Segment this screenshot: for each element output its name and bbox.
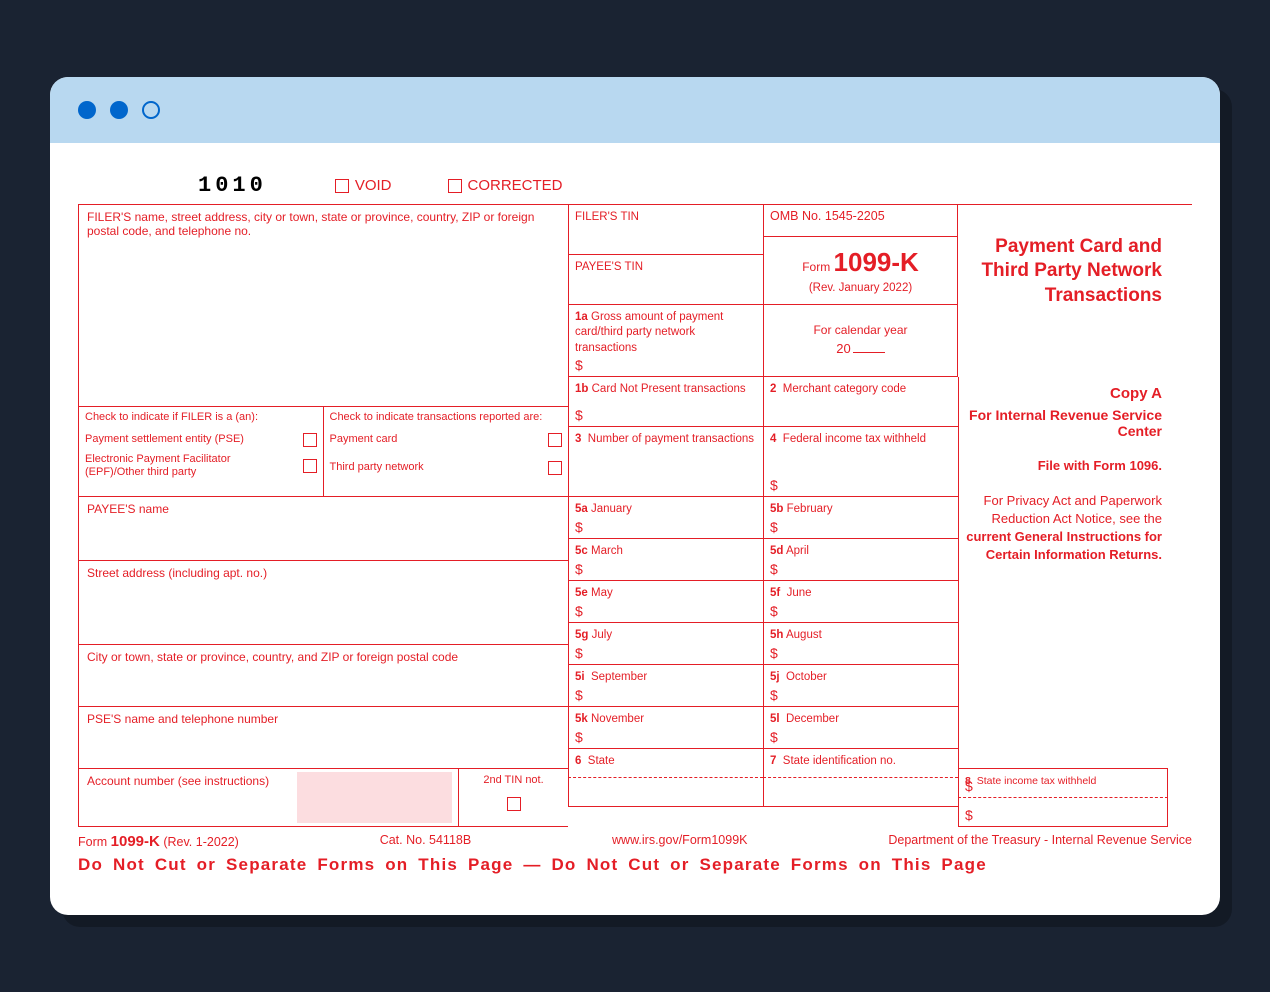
box-4[interactable]: 4 Federal income tax withheld $	[763, 427, 958, 497]
street-label: Street address (including apt. no.)	[87, 566, 267, 580]
copy-a-box: Copy A For Internal Revenue Service Cent…	[958, 377, 1168, 769]
box-5l[interactable]: 5l December$	[763, 707, 958, 749]
box-5g[interactable]: 5g July$	[568, 623, 763, 665]
do-not-cut-warning: Do Not Cut or Separate Forms on This Pag…	[78, 855, 1192, 875]
box-5k[interactable]: 5k November$	[568, 707, 763, 749]
account-label: Account number (see instructions)	[87, 774, 269, 788]
box-5j[interactable]: 5j October$	[763, 665, 958, 707]
street-box[interactable]: Street address (including apt. no.)	[79, 561, 568, 645]
box-7-bottom[interactable]	[763, 778, 958, 807]
box-7-top[interactable]: 7 State identification no.	[763, 749, 958, 778]
box-8-top[interactable]: 8 State income tax withheld $	[958, 769, 1168, 798]
filer-info-box[interactable]: FILER'S name, street address, city or to…	[79, 205, 568, 407]
second-tin-label: 2nd TIN not.	[465, 774, 562, 787]
third-party-label: Third party network	[330, 461, 424, 474]
box-5c[interactable]: 5c March$	[568, 539, 763, 581]
form-code: 1010	[198, 173, 267, 199]
corrected-label: CORRECTED	[468, 177, 563, 195]
dept-label: Department of the Treasury - Internal Re…	[888, 833, 1192, 851]
box-5d[interactable]: 5d April$	[763, 539, 958, 581]
footer-row: Form 1099-K (Rev. 1-2022) Cat. No. 54118…	[78, 827, 1192, 855]
window-dot-1[interactable]	[78, 101, 96, 119]
payee-tin-label: PAYEE'S TIN	[575, 261, 643, 273]
payee-tin-box[interactable]: PAYEE'S TIN	[568, 255, 763, 305]
pse-name-box[interactable]: PSE'S name and telephone number	[79, 707, 568, 769]
epf-checkbox[interactable]	[303, 459, 317, 473]
city-box[interactable]: City or town, state or province, country…	[79, 645, 568, 707]
window-dot-3[interactable]	[142, 101, 160, 119]
box-5b[interactable]: 5b February$	[763, 497, 958, 539]
filer-tin-label: FILER'S TIN	[575, 211, 639, 223]
payment-card-label: Payment card	[330, 433, 398, 446]
form-number-box: Form 1099-K (Rev. January 2022)	[763, 237, 958, 305]
pse-checkbox[interactable]	[303, 433, 317, 447]
box-6-bottom[interactable]	[568, 778, 763, 807]
account-number-box[interactable]: Account number (see instructions)	[79, 769, 458, 826]
filer-type-box: Check to indicate if FILER is a (an): Pa…	[79, 407, 324, 496]
void-label: VOID	[355, 177, 392, 195]
payment-card-checkbox[interactable]	[548, 433, 562, 447]
box-2[interactable]: 2 Merchant category code	[763, 377, 958, 427]
void-checkbox[interactable]	[335, 179, 349, 193]
second-tin-checkbox[interactable]	[507, 797, 521, 811]
form-title-box: Payment Card and Third Party Network Tra…	[958, 205, 1168, 377]
box-5h[interactable]: 5h August$	[763, 623, 958, 665]
omb-box: OMB No. 1545-2205	[763, 205, 958, 237]
box-6-top[interactable]: 6 State	[568, 749, 763, 778]
window-dot-2[interactable]	[110, 101, 128, 119]
account-highlight	[297, 772, 452, 823]
year-blank[interactable]	[853, 352, 885, 353]
box-1b[interactable]: 1b Card Not Present transactions $	[568, 377, 763, 427]
payee-name-label: PAYEE'S name	[87, 502, 169, 516]
window-titlebar	[50, 77, 1220, 143]
pse-label: Payment settlement entity (PSE)	[85, 433, 244, 446]
box-8-bottom[interactable]: $	[958, 798, 1168, 827]
payee-name-box[interactable]: PAYEE'S name	[79, 497, 568, 561]
box-5e[interactable]: 5e May$	[568, 581, 763, 623]
box-5a[interactable]: 5a January$	[568, 497, 763, 539]
box-5i[interactable]: 5i September$	[568, 665, 763, 707]
pse-name-label: PSE'S name and telephone number	[87, 712, 278, 726]
second-tin-box: 2nd TIN not.	[458, 769, 568, 826]
transaction-type-box: Check to indicate transactions reported …	[324, 407, 569, 496]
form-top-row: 1010 VOID CORRECTED	[78, 173, 1192, 199]
form-grid: FILER'S name, street address, city or to…	[78, 204, 1192, 827]
third-party-checkbox[interactable]	[548, 461, 562, 475]
city-label: City or town, state or province, country…	[87, 650, 458, 664]
box-3[interactable]: 3 Number of payment transactions	[568, 427, 763, 497]
box-1a[interactable]: 1a Gross amount of payment card/third pa…	[568, 305, 763, 377]
filer-tin-box[interactable]: FILER'S TIN	[568, 205, 763, 255]
check-filer-label: Check to indicate if FILER is a (an):	[85, 411, 317, 424]
form-content: 1010 VOID CORRECTED	[50, 143, 1220, 915]
corrected-checkbox[interactable]	[448, 179, 462, 193]
cat-number: Cat. No. 54118B	[380, 833, 472, 851]
epf-label: Electronic Payment Facilitator (EPF)/Oth…	[85, 453, 265, 479]
irs-url: www.irs.gov/Form1099K	[612, 833, 747, 851]
filer-info-label: FILER'S name, street address, city or to…	[87, 210, 534, 238]
browser-window: 1010 VOID CORRECTED	[50, 77, 1220, 915]
box-5f[interactable]: 5f June$	[763, 581, 958, 623]
check-trans-label: Check to indicate transactions reported …	[330, 411, 563, 424]
calendar-year-box: For calendar year 20	[763, 305, 958, 377]
